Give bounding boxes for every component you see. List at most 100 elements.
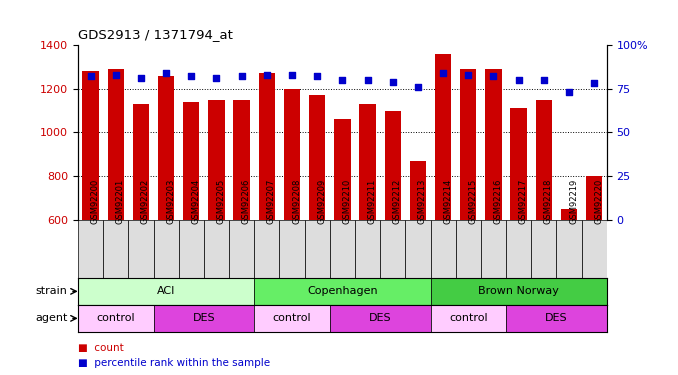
Point — [211, 75, 222, 81]
Text: GSM92208: GSM92208 — [292, 179, 301, 224]
Bar — [254, 278, 431, 305]
Bar — [536, 100, 552, 220]
Bar — [258, 74, 275, 220]
Text: GSM92206: GSM92206 — [241, 179, 251, 224]
Text: GSM92213: GSM92213 — [418, 179, 427, 224]
Text: GSM92201: GSM92201 — [116, 179, 125, 224]
Text: GSM92202: GSM92202 — [141, 179, 150, 224]
Bar — [532, 220, 557, 278]
Bar — [431, 220, 456, 278]
Bar — [330, 305, 431, 332]
Text: GSM92203: GSM92203 — [166, 179, 175, 224]
Text: DES: DES — [193, 314, 215, 323]
Point — [136, 75, 146, 81]
Text: control: control — [273, 314, 311, 323]
Bar — [481, 220, 506, 278]
Point — [186, 74, 197, 80]
Text: GSM92212: GSM92212 — [393, 179, 402, 224]
Text: GSM92216: GSM92216 — [494, 179, 502, 224]
Bar — [485, 69, 502, 220]
Bar — [153, 220, 179, 278]
Bar — [355, 220, 380, 278]
Text: GSM92220: GSM92220 — [594, 179, 603, 224]
Bar — [233, 100, 250, 220]
Bar — [431, 305, 506, 332]
Bar — [586, 176, 602, 220]
Point — [287, 72, 298, 78]
Bar — [460, 69, 477, 220]
Bar — [229, 220, 254, 278]
Point — [438, 70, 449, 76]
Text: GSM92211: GSM92211 — [367, 179, 376, 224]
Bar — [83, 71, 99, 220]
Text: strain: strain — [35, 286, 67, 296]
Point — [262, 72, 273, 78]
Bar — [511, 108, 527, 220]
Bar — [103, 220, 128, 278]
Bar — [431, 278, 607, 305]
Point — [463, 72, 474, 78]
Bar — [330, 220, 355, 278]
Bar — [506, 220, 532, 278]
Text: agent: agent — [35, 314, 67, 323]
Text: GSM92204: GSM92204 — [191, 179, 200, 224]
Text: GSM92200: GSM92200 — [91, 179, 100, 224]
Bar — [179, 220, 204, 278]
Point — [362, 77, 373, 83]
Point — [563, 89, 574, 95]
Text: GSM92207: GSM92207 — [267, 179, 276, 224]
Point — [488, 74, 499, 80]
Bar — [456, 220, 481, 278]
Point — [412, 84, 423, 90]
Text: ■  count: ■ count — [78, 344, 123, 353]
Point — [513, 77, 524, 83]
Bar — [158, 76, 174, 220]
Text: GSM92209: GSM92209 — [317, 179, 326, 224]
Text: Copenhagen: Copenhagen — [307, 286, 378, 296]
Bar — [334, 119, 351, 220]
Bar — [561, 209, 577, 220]
Point — [236, 74, 247, 80]
Text: Brown Norway: Brown Norway — [478, 286, 559, 296]
Text: ACI: ACI — [157, 286, 176, 296]
Bar — [384, 111, 401, 220]
Bar — [133, 104, 149, 220]
Text: control: control — [96, 314, 135, 323]
Text: GDS2913 / 1371794_at: GDS2913 / 1371794_at — [78, 28, 233, 41]
Bar — [557, 220, 582, 278]
Bar — [128, 220, 153, 278]
Bar — [153, 305, 254, 332]
Bar — [380, 220, 405, 278]
Point — [161, 70, 172, 76]
Text: GSM92215: GSM92215 — [468, 179, 477, 224]
Bar — [183, 102, 199, 220]
Bar — [410, 161, 426, 220]
Text: GSM92219: GSM92219 — [569, 179, 578, 224]
Bar — [254, 305, 330, 332]
Bar — [78, 278, 254, 305]
Bar — [254, 220, 279, 278]
Point — [387, 79, 398, 85]
Bar — [582, 220, 607, 278]
Text: DES: DES — [369, 314, 391, 323]
Bar — [309, 95, 325, 220]
Point — [85, 74, 96, 80]
Text: ■  percentile rank within the sample: ■ percentile rank within the sample — [78, 358, 270, 368]
Bar — [279, 220, 304, 278]
Text: DES: DES — [545, 314, 567, 323]
Point — [538, 77, 549, 83]
Point — [589, 81, 599, 87]
Point — [111, 72, 121, 78]
Text: GSM92210: GSM92210 — [342, 179, 351, 224]
Bar — [78, 220, 103, 278]
Text: control: control — [449, 314, 487, 323]
Point — [337, 77, 348, 83]
Bar — [284, 89, 300, 220]
Bar — [506, 305, 607, 332]
Bar — [435, 54, 452, 220]
Text: GSM92217: GSM92217 — [519, 179, 527, 224]
Bar — [304, 220, 330, 278]
Text: GSM92205: GSM92205 — [216, 179, 226, 224]
Bar — [108, 69, 124, 220]
Point — [312, 74, 323, 80]
